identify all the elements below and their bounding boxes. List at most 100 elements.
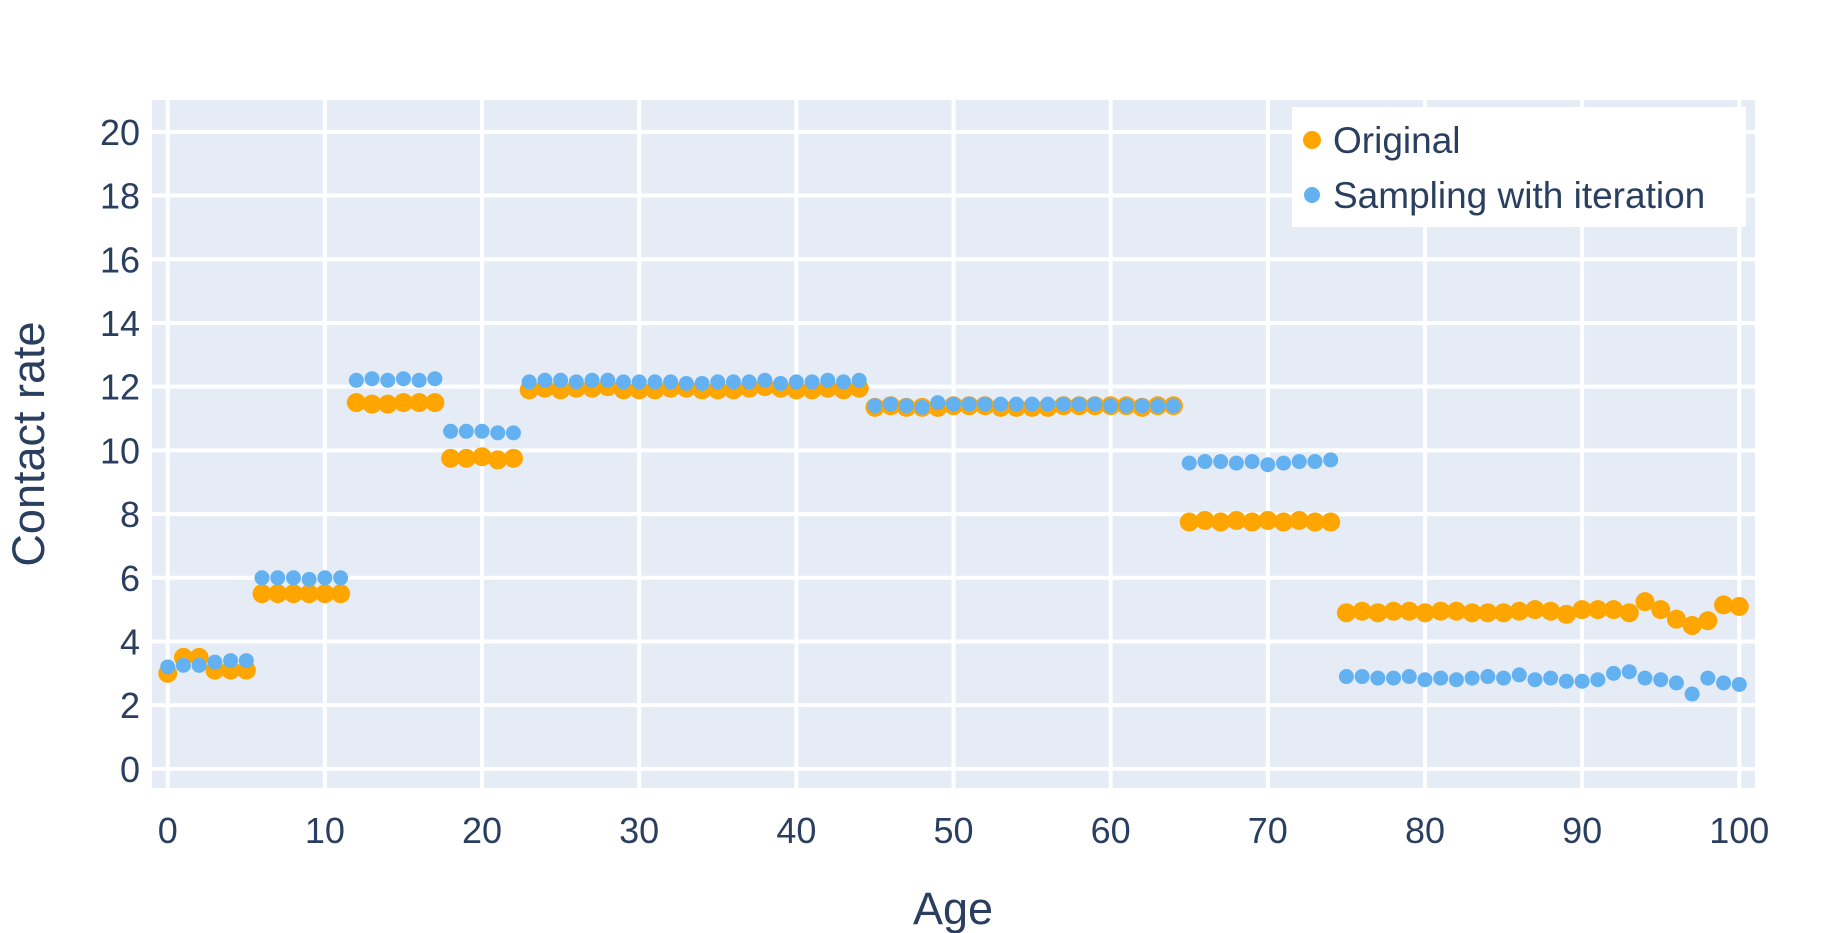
data-point <box>1276 455 1292 471</box>
legend-marker-sampling <box>1304 187 1320 203</box>
data-point <box>1637 670 1653 686</box>
data-point <box>503 448 523 468</box>
data-point <box>1399 601 1419 621</box>
data-point <box>1087 396 1103 412</box>
data-point <box>710 374 726 390</box>
data-point <box>1604 600 1624 620</box>
data-point <box>1040 396 1056 412</box>
data-point <box>331 584 351 604</box>
data-point <box>537 372 553 388</box>
x-tick-label: 10 <box>305 810 345 851</box>
data-point <box>427 371 443 387</box>
data-point <box>160 659 176 675</box>
data-point <box>741 374 757 390</box>
data-point <box>1150 398 1166 414</box>
x-tick-label: 70 <box>1248 810 1288 851</box>
data-point <box>1354 669 1370 685</box>
data-point <box>1682 616 1702 636</box>
data-point <box>223 653 239 669</box>
legend-label-original[interactable]: Original <box>1333 120 1461 161</box>
data-point <box>1226 510 1246 530</box>
data-point <box>1666 609 1686 629</box>
data-point <box>757 372 773 388</box>
legend-marker-original <box>1303 131 1321 149</box>
data-point <box>191 657 207 673</box>
legend[interactable]: Original Sampling with iteration <box>1292 107 1746 227</box>
y-tick-label: 4 <box>120 621 140 662</box>
data-point <box>175 657 191 673</box>
data-point <box>1480 669 1496 685</box>
data-point <box>977 396 993 412</box>
data-point <box>1401 669 1417 685</box>
data-point <box>1541 601 1561 621</box>
data-point <box>254 570 270 586</box>
data-point <box>1433 670 1449 686</box>
data-point <box>1307 454 1323 470</box>
data-point <box>521 374 537 390</box>
data-point <box>898 398 914 414</box>
x-tick-label: 90 <box>1562 810 1602 851</box>
data-point <box>425 393 445 413</box>
data-point <box>1321 512 1341 532</box>
data-point <box>283 584 303 604</box>
data-point <box>914 399 930 415</box>
data-point <box>472 447 492 467</box>
data-point <box>474 423 490 439</box>
data-point <box>1653 672 1669 688</box>
data-point <box>301 571 317 587</box>
data-point <box>1291 454 1307 470</box>
data-point <box>348 372 364 388</box>
data-point <box>1651 600 1671 620</box>
data-point <box>615 374 631 390</box>
data-point <box>1731 676 1747 692</box>
x-tick-label: 40 <box>776 810 816 851</box>
data-point <box>1714 595 1734 615</box>
data-point <box>1211 512 1231 532</box>
data-point <box>1496 670 1512 686</box>
data-point <box>378 394 398 414</box>
data-point <box>1590 672 1606 688</box>
data-point <box>600 372 616 388</box>
data-point <box>346 393 366 413</box>
data-point <box>647 374 663 390</box>
data-point <box>393 393 413 413</box>
data-point <box>1103 398 1119 414</box>
data-point <box>1478 603 1498 623</box>
y-tick-label: 10 <box>100 430 140 471</box>
data-point <box>1668 675 1684 691</box>
data-point <box>299 584 319 604</box>
y-tick-label: 18 <box>100 176 140 217</box>
data-point <box>553 372 569 388</box>
data-point <box>961 396 977 412</box>
data-point <box>380 372 396 388</box>
legend-label-sampling[interactable]: Sampling with iteration <box>1333 175 1705 216</box>
data-point <box>285 570 301 586</box>
data-point <box>1572 600 1592 620</box>
legend-box <box>1292 107 1746 227</box>
y-tick-label: 0 <box>120 749 140 790</box>
x-tick-label: 100 <box>1709 810 1769 851</box>
data-point <box>488 450 508 470</box>
data-point <box>1494 603 1514 623</box>
data-point <box>364 371 380 387</box>
data-point <box>1509 601 1529 621</box>
data-point <box>930 395 946 411</box>
data-point <box>1415 603 1435 623</box>
x-tick-label: 50 <box>933 810 973 851</box>
data-point <box>1368 603 1388 623</box>
x-tick-label: 80 <box>1405 810 1445 851</box>
data-point <box>458 423 474 439</box>
data-point <box>946 396 961 412</box>
data-point <box>584 372 600 388</box>
data-point <box>1448 672 1464 688</box>
data-point <box>1619 603 1639 623</box>
data-point <box>1729 596 1749 616</box>
data-point <box>1213 454 1229 470</box>
data-point <box>1556 604 1576 624</box>
data-points <box>158 371 1749 702</box>
data-point <box>1511 667 1527 683</box>
data-point <box>1621 664 1637 680</box>
data-point <box>1260 457 1276 473</box>
y-tick-label: 12 <box>100 367 140 408</box>
y-tick-label: 8 <box>120 494 140 535</box>
